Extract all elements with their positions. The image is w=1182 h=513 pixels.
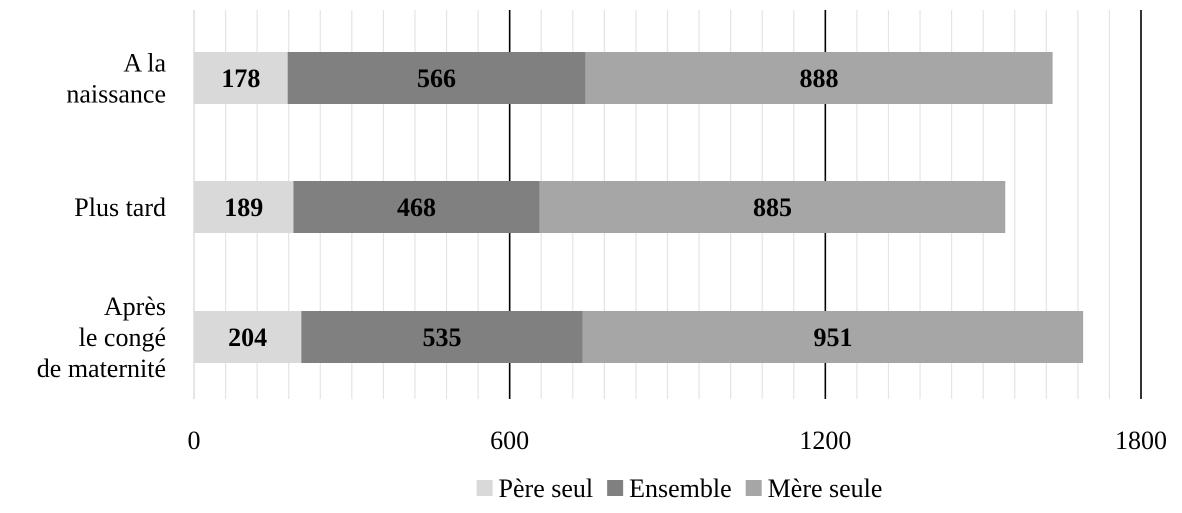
data-label: 951 bbox=[813, 323, 852, 352]
legend-label: Ensemble bbox=[629, 474, 732, 503]
data-label: 535 bbox=[423, 323, 462, 352]
category-labels: A la naissance Plus tard Après le congé de ma… bbox=[37, 49, 167, 384]
x-tick-label: 0 bbox=[188, 426, 201, 455]
x-tick-label: 1800 bbox=[1115, 426, 1167, 455]
category-label-line: Plus tard bbox=[74, 193, 166, 222]
data-label: 189 bbox=[224, 193, 263, 222]
legend-label: Père seul bbox=[499, 474, 594, 503]
bar-segment-ensemble-2 bbox=[293, 181, 540, 233]
bar-segment-m-re-seule-1 bbox=[585, 52, 1053, 104]
category-label: Après le congé de maternité bbox=[37, 292, 166, 383]
bar-segment-p-re-seul-3 bbox=[194, 311, 302, 363]
x-tick-label: 600 bbox=[490, 426, 529, 455]
bar-segment-ensemble-3 bbox=[301, 311, 583, 363]
bar-segment-ensemble-1 bbox=[287, 52, 586, 104]
bars bbox=[194, 52, 1084, 363]
legend-swatch bbox=[607, 480, 624, 496]
legend: Père seul Ensemble Mère seule bbox=[476, 474, 883, 503]
data-label: 566 bbox=[417, 64, 456, 93]
data-label: 204 bbox=[228, 323, 267, 352]
data-label: 888 bbox=[800, 64, 839, 93]
category-label-line: naissance bbox=[66, 80, 166, 109]
data-labels: 178 566 888 189 468 885 204 535 951 bbox=[221, 64, 852, 352]
category-label-line: de maternité bbox=[37, 354, 166, 383]
bar-segment-m-re-seule-3 bbox=[582, 311, 1084, 363]
bar-segment-p-re-seul-1 bbox=[194, 52, 288, 104]
category-label: Plus tard bbox=[74, 193, 166, 222]
legend-label: Mère seule bbox=[768, 474, 883, 503]
category-label-line: Après bbox=[104, 292, 166, 321]
bar-segment-m-re-seule-2 bbox=[539, 181, 1006, 233]
category-label-line: le congé bbox=[79, 323, 166, 352]
data-label: 885 bbox=[753, 193, 792, 222]
legend-swatch bbox=[745, 480, 762, 496]
x-tick-labels: 0 600 1200 1800 bbox=[188, 426, 1168, 455]
category-label: A la naissance bbox=[66, 49, 166, 109]
legend-swatch bbox=[476, 480, 493, 496]
data-label: 178 bbox=[221, 64, 260, 93]
bar-segment-p-re-seul-2 bbox=[194, 181, 294, 233]
x-tick-label: 1200 bbox=[799, 426, 851, 455]
data-label: 468 bbox=[397, 193, 436, 222]
category-label-line: A la bbox=[123, 49, 166, 78]
